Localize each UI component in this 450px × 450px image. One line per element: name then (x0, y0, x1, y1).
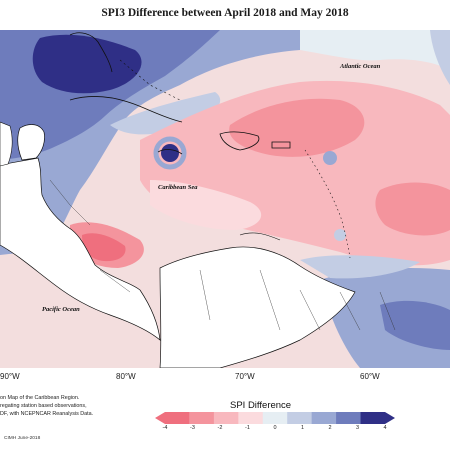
south-america-land (159, 246, 356, 368)
positive-anomaly-antilles (334, 229, 346, 241)
atlantic-ocean-label: Atlantic Ocean (340, 63, 381, 70)
near-zero-northeast (300, 30, 450, 70)
legend-tick-label: 4 (383, 425, 387, 431)
legend-tick-label: 1 (300, 425, 305, 431)
positive-anomaly-northeast-edge (430, 30, 450, 85)
legend-color-swatch (360, 412, 395, 424)
legend-color-swatch (238, 412, 264, 424)
longitude-label: 90°W (0, 372, 20, 381)
positive-anomaly-mona (323, 151, 337, 165)
negative-anomaly-central (150, 180, 262, 230)
legend-color-swatch (189, 412, 215, 424)
legend-color-swatch (213, 412, 239, 424)
longitude-label: 80°W (116, 372, 136, 381)
legend-colorbar (155, 412, 395, 424)
positive-anomaly-jamaica (161, 144, 179, 162)
legend-color-swatch (311, 412, 337, 424)
legend-tick-label: -1 (245, 425, 250, 431)
longitude-label: 70°W (235, 372, 255, 381)
country-borders (49, 179, 396, 331)
jamaica-coast (157, 149, 183, 155)
hispaniola-coast (219, 131, 260, 151)
footnote-line: regating station based observations, (0, 403, 87, 409)
negative-anomaly-honduras-core (82, 233, 126, 262)
positive-anomaly-jamaica-ring (153, 136, 187, 170)
yucatan-land (17, 124, 45, 161)
venezuela-coast (239, 232, 281, 241)
legend-tick-label: -4 (162, 425, 168, 431)
legend-color-swatch (336, 412, 362, 424)
footnote-line: on Map of the Caribbean Region. (0, 395, 80, 401)
positive-anomaly-southeast-small (380, 300, 450, 350)
legend-tick-label: 2 (328, 425, 332, 431)
florida-coast (69, 32, 113, 73)
central-america-land (0, 157, 161, 341)
lesser-antilles-coast (304, 149, 351, 259)
negative-anomaly-atlantic-core (229, 98, 365, 157)
caribbean-sea-label: Caribbean Sea (158, 184, 198, 191)
positive-anomaly-southeast-light (300, 255, 420, 279)
footnote-line: DF, with NCEPNCAR Reanalysis Data. (0, 411, 94, 417)
legend-tick-label: -2 (217, 425, 223, 431)
map-credit: CIMH June-2018 (4, 436, 41, 441)
legend-tick-label: 0 (273, 425, 277, 431)
legend-tick-label: 3 (355, 425, 360, 431)
legend-color-swatch (287, 412, 313, 424)
puerto-rico-coast (271, 141, 291, 149)
pacific-ocean-label: Pacific Ocean (42, 306, 80, 313)
legend-title: SPI Difference (230, 400, 292, 411)
west-edge-land (0, 121, 13, 167)
map-title: SPI3 Difference between April 2018 and M… (101, 7, 349, 19)
cuba-coast (69, 96, 183, 123)
legend-tick-label: -3 (190, 425, 195, 431)
legend-color-swatch (155, 412, 190, 424)
spi-difference-map (0, 30, 450, 368)
legend-color-swatch (262, 412, 288, 424)
bahamas-coast (119, 59, 181, 101)
negative-anomaly-east (375, 182, 450, 236)
longitude-label: 60°W (360, 372, 380, 381)
positive-anomaly-max (32, 34, 142, 94)
